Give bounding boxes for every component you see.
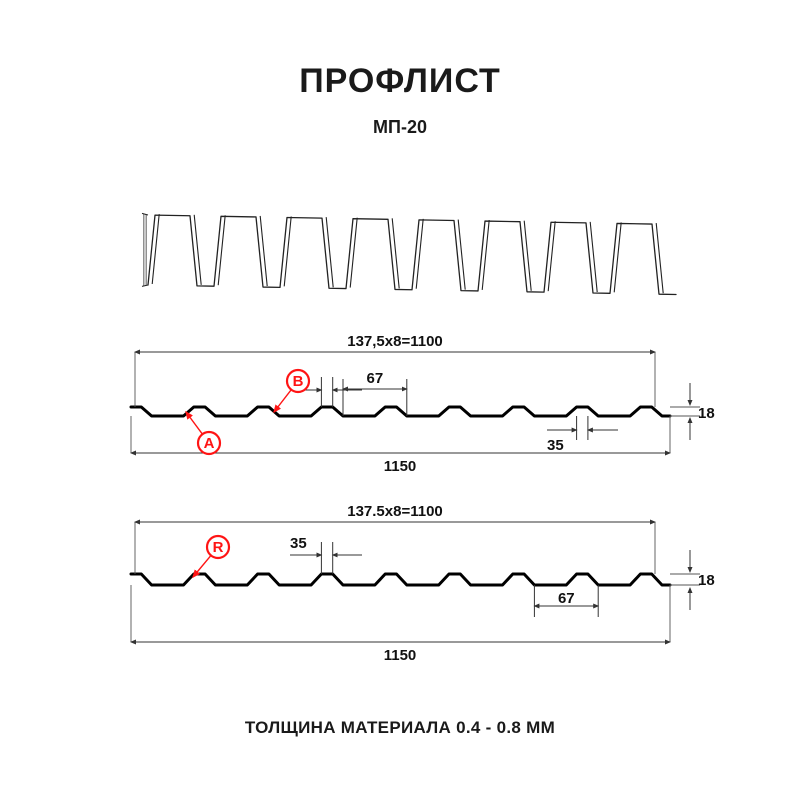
svg-text:67: 67 [558,590,575,607]
svg-text:137.5x8=1100: 137.5x8=1100 [347,503,443,520]
svg-text:35: 35 [290,535,307,552]
svg-text:1150: 1150 [384,647,417,664]
svg-text:18: 18 [698,572,715,589]
svg-text:R: R [213,539,224,556]
